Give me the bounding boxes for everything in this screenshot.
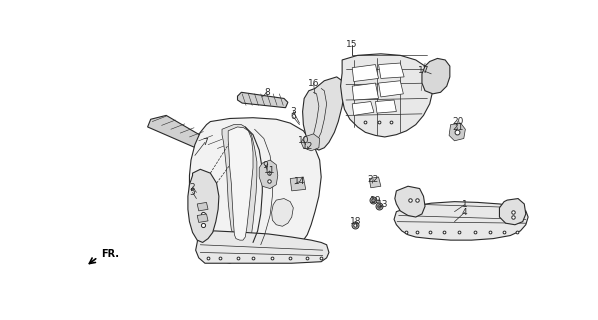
Polygon shape [379,81,403,97]
Text: 22: 22 [368,175,379,184]
Text: 13: 13 [377,200,388,209]
Polygon shape [237,92,288,108]
Text: 21: 21 [452,123,463,132]
Polygon shape [369,177,381,188]
Polygon shape [290,177,306,191]
Text: 15: 15 [346,40,358,49]
Polygon shape [341,54,433,137]
Text: 2: 2 [190,182,196,191]
Polygon shape [222,124,257,243]
Polygon shape [499,198,526,225]
Text: 10: 10 [298,136,309,145]
Polygon shape [303,77,344,150]
Polygon shape [352,65,379,82]
Text: 4: 4 [462,208,468,217]
Polygon shape [379,63,404,78]
Polygon shape [188,169,219,243]
Text: 1: 1 [462,200,468,209]
Polygon shape [196,231,329,263]
Polygon shape [395,186,425,217]
Text: 8: 8 [264,88,270,97]
Polygon shape [271,198,293,226]
Polygon shape [190,118,321,263]
Text: 20: 20 [452,117,463,126]
Polygon shape [352,101,374,116]
Text: 5: 5 [190,188,196,197]
Text: 18: 18 [350,217,361,226]
Text: 3: 3 [291,107,296,116]
Polygon shape [352,83,379,100]
Text: 12: 12 [301,142,313,151]
Polygon shape [301,134,320,151]
Polygon shape [422,59,450,94]
Text: 6: 6 [291,112,296,121]
Text: 19: 19 [370,196,381,204]
Polygon shape [228,127,253,240]
Polygon shape [197,214,208,222]
Polygon shape [449,123,465,141]
Polygon shape [394,202,528,240]
Text: 11: 11 [264,166,275,175]
Text: 14: 14 [294,177,305,186]
Text: FR.: FR. [101,249,119,259]
Polygon shape [259,160,278,188]
Polygon shape [148,116,230,160]
Polygon shape [376,100,396,113]
Text: 9: 9 [263,161,269,170]
Text: 17: 17 [418,66,429,75]
Text: 16: 16 [308,78,319,88]
Polygon shape [197,203,208,211]
Text: 7: 7 [202,138,208,147]
